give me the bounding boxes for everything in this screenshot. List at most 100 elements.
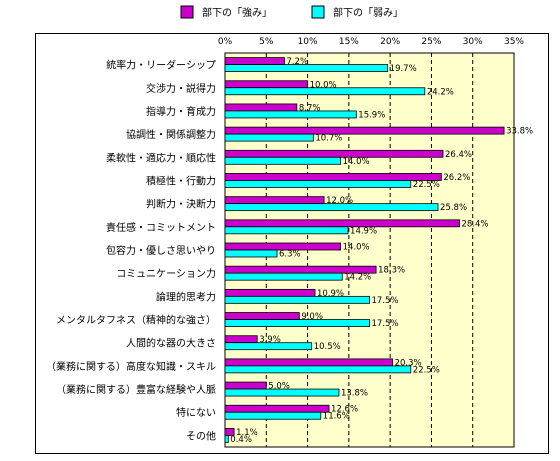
category-label: メンタルタフネス（精神的な強さ）: [56, 314, 216, 327]
bar-strength: [224, 149, 444, 158]
category-label: その他: [186, 429, 216, 442]
data-label: 33.8%: [506, 127, 533, 137]
category-label: 人間的な器の大きさ: [126, 337, 216, 350]
bar-strength: [224, 219, 460, 228]
bar-strength: [224, 196, 325, 205]
category-label: 統率力・リーダーシップ: [106, 59, 216, 72]
category-label: 協調性・関係調整力: [126, 128, 216, 141]
x-tick-label: 35%: [504, 37, 524, 47]
bar-weakness: [224, 388, 340, 397]
bar-weakness: [224, 295, 370, 304]
bar-weakness: [224, 319, 370, 327]
bar-weakness: [224, 110, 357, 119]
category-label: コミュニケーション力: [116, 267, 216, 280]
data-label: 5.0%: [268, 382, 290, 392]
x-tick-label: 20%: [380, 37, 400, 47]
data-label: 20.3%: [395, 358, 422, 368]
data-label: 14.9%: [350, 226, 377, 236]
bar-weakness: [224, 272, 343, 281]
bar-strength: [224, 242, 341, 251]
data-label: 12.0%: [326, 196, 353, 206]
data-label: 10.7%: [315, 134, 342, 144]
bar-weakness: [224, 87, 426, 96]
bar-weakness: [224, 365, 412, 374]
data-label: 19.7%: [390, 64, 417, 74]
category-label: 責任感・コミットメント: [106, 221, 216, 234]
category-label: 判断力・決断力: [146, 198, 216, 211]
category-label: 論理的思考力: [156, 290, 216, 303]
bar-strength: [224, 80, 308, 89]
category-label: 指導力・育成力: [146, 105, 216, 118]
data-label: 8.7%: [299, 103, 321, 113]
data-label: 3.9%: [259, 335, 281, 345]
data-label: 12.6%: [331, 405, 358, 415]
x-tick-label: 25%: [421, 37, 441, 47]
data-label: 11.6%: [323, 412, 350, 422]
legend-swatch-strength: [180, 5, 194, 19]
legend: 部下の「強み」 部下の「弱み」: [180, 5, 403, 19]
data-label: 22.5%: [413, 365, 440, 375]
x-tick-label: 0%: [218, 37, 233, 47]
bar-strength: [224, 428, 235, 436]
data-label: 18.3%: [378, 266, 405, 276]
bar-weakness: [224, 133, 314, 142]
bar-weakness: [224, 156, 341, 165]
bar-weakness: [224, 342, 313, 351]
bar-strength: [224, 57, 285, 65]
bar-weakness: [224, 180, 412, 188]
data-label: 9.0%: [301, 312, 323, 322]
data-label: 22.5%: [413, 180, 440, 190]
bar-weakness: [224, 203, 439, 212]
bar-weakness: [224, 64, 389, 72]
category-label: （業務に関する）高度な知識・スキル: [46, 360, 216, 373]
data-label: 28.4%: [462, 219, 489, 229]
bar-weakness: [224, 249, 278, 258]
data-label: 26.2%: [443, 173, 470, 183]
data-label: 7.2%: [286, 57, 308, 67]
bar-strength: [224, 404, 330, 413]
data-label: 14.2%: [344, 273, 371, 283]
bar-weakness: [224, 435, 229, 443]
data-label: 10.0%: [310, 80, 337, 90]
data-label: 10.9%: [317, 289, 344, 299]
x-axis-ticks: 0% 5% 10% 15% 20% 25% 30% 35%: [218, 37, 525, 47]
bar-weakness: [224, 226, 349, 235]
bar-weakness: [224, 411, 322, 420]
data-label: 24.2%: [427, 87, 454, 97]
category-label: 柔軟性・適応力・順応性: [106, 151, 216, 164]
bar-strength: [224, 335, 258, 344]
bar-strength: [224, 381, 267, 390]
category-label: 特にない: [176, 407, 216, 419]
bars: [224, 57, 505, 443]
data-label: 13.8%: [341, 389, 368, 399]
bar-strength: [224, 312, 300, 320]
bar-strength: [224, 173, 442, 181]
data-label: 17.5%: [372, 296, 399, 306]
x-tick-label: 15%: [339, 37, 359, 47]
category-label: 交渉力・説得力: [146, 82, 216, 95]
data-label: 14.0%: [343, 243, 370, 253]
data-label: 15.9%: [358, 110, 385, 120]
data-label: 6.3%: [279, 250, 301, 260]
data-label: 25.8%: [440, 203, 467, 213]
data-label: 17.5%: [372, 319, 399, 329]
bar-strength: [224, 358, 394, 367]
bar-strength: [224, 126, 505, 135]
x-tick-label: 10%: [298, 37, 318, 47]
x-tick-label: 30%: [463, 37, 483, 47]
legend-label-strength: 部下の「強み」: [202, 6, 272, 19]
category-label: 積極性・行動力: [146, 174, 216, 187]
data-labels: 7.2% 19.7% 10.0% 24.2% 8.7% 15.9% 33.8% 10.7% 26…: [230, 57, 533, 445]
data-label: 10.5%: [314, 342, 341, 352]
data-label: 0.4%: [230, 435, 252, 445]
data-label: 26.4%: [445, 150, 472, 160]
bar-strength: [224, 103, 298, 112]
bar-strength: [224, 288, 316, 297]
data-label: 14.0%: [343, 157, 370, 167]
category-labels: 統率力・リーダーシップ交渉力・説得力指導力・育成力協調性・関係調整力柔軟性・適応…: [46, 59, 216, 443]
legend-swatch-weakness: [311, 5, 325, 19]
category-label: 包容力・優しさ思いやり: [106, 244, 216, 257]
category-label: （業務に関する）豊富な経験や人脈: [56, 383, 216, 396]
x-tick-label: 5%: [259, 37, 274, 47]
